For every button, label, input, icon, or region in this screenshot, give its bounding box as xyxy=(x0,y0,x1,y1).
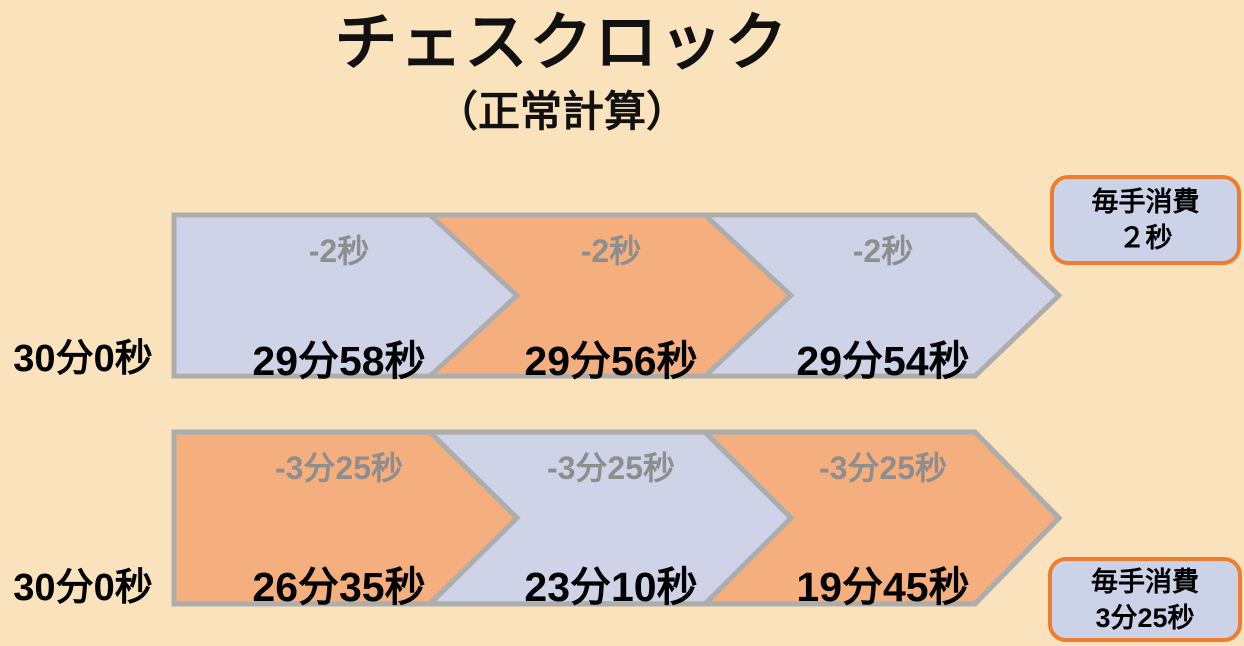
header: チェスクロック （正常計算） xyxy=(0,0,1124,140)
row1-start-time: 30分0秒 xyxy=(13,338,153,380)
row2-note-line2: 3分25秒 xyxy=(1095,602,1195,633)
row1-consumption-note: 毎手消費 ２秒 xyxy=(1050,175,1241,265)
row1-step1-time: 29分58秒 xyxy=(252,338,426,384)
row1-step2-delta: -2秒 xyxy=(580,233,642,269)
row2-step3-delta: -3分25秒 xyxy=(818,450,948,486)
row2-step1-delta: -3分25秒 xyxy=(274,450,404,486)
row2-consumption-note: 毎手消費 3分25秒 xyxy=(1048,557,1242,642)
row1-step3-delta: -2秒 xyxy=(852,233,914,269)
row1-note-line2: ２秒 xyxy=(1118,223,1173,253)
row1-chevron-shapes xyxy=(171,212,1063,379)
row1-step2-time: 29分56秒 xyxy=(524,338,698,384)
row2-start-time: 30分0秒 xyxy=(13,567,153,609)
page-subtitle: （正常計算） xyxy=(435,87,688,136)
page-title: チェスクロック xyxy=(334,5,790,79)
row2-chevron-step-1 xyxy=(171,429,521,607)
row1-step1-delta: -2秒 xyxy=(308,233,370,269)
row2-chevron-shapes xyxy=(171,429,1063,607)
row1-chevron-step-1 xyxy=(171,212,521,379)
row2-step2-delta: -3分25秒 xyxy=(546,450,676,486)
row2-step2-time: 23分10秒 xyxy=(524,564,698,610)
row1-step3-time: 29分54秒 xyxy=(796,338,970,384)
timeline-row-2: -3分25秒 -3分25秒 -3分25秒 26分35秒 23分10秒 19分45… xyxy=(171,429,1063,610)
timeline-row-1: -2秒 -2秒 -2秒 29分58秒 29分56秒 29分54秒 xyxy=(171,212,1063,384)
row2-step3-time: 19分45秒 xyxy=(796,564,970,610)
row2-note-line1: 毎手消費 xyxy=(1091,566,1199,597)
row2-step1-time: 26分35秒 xyxy=(252,564,426,610)
row1-note-line1: 毎手消費 xyxy=(1091,187,1200,217)
